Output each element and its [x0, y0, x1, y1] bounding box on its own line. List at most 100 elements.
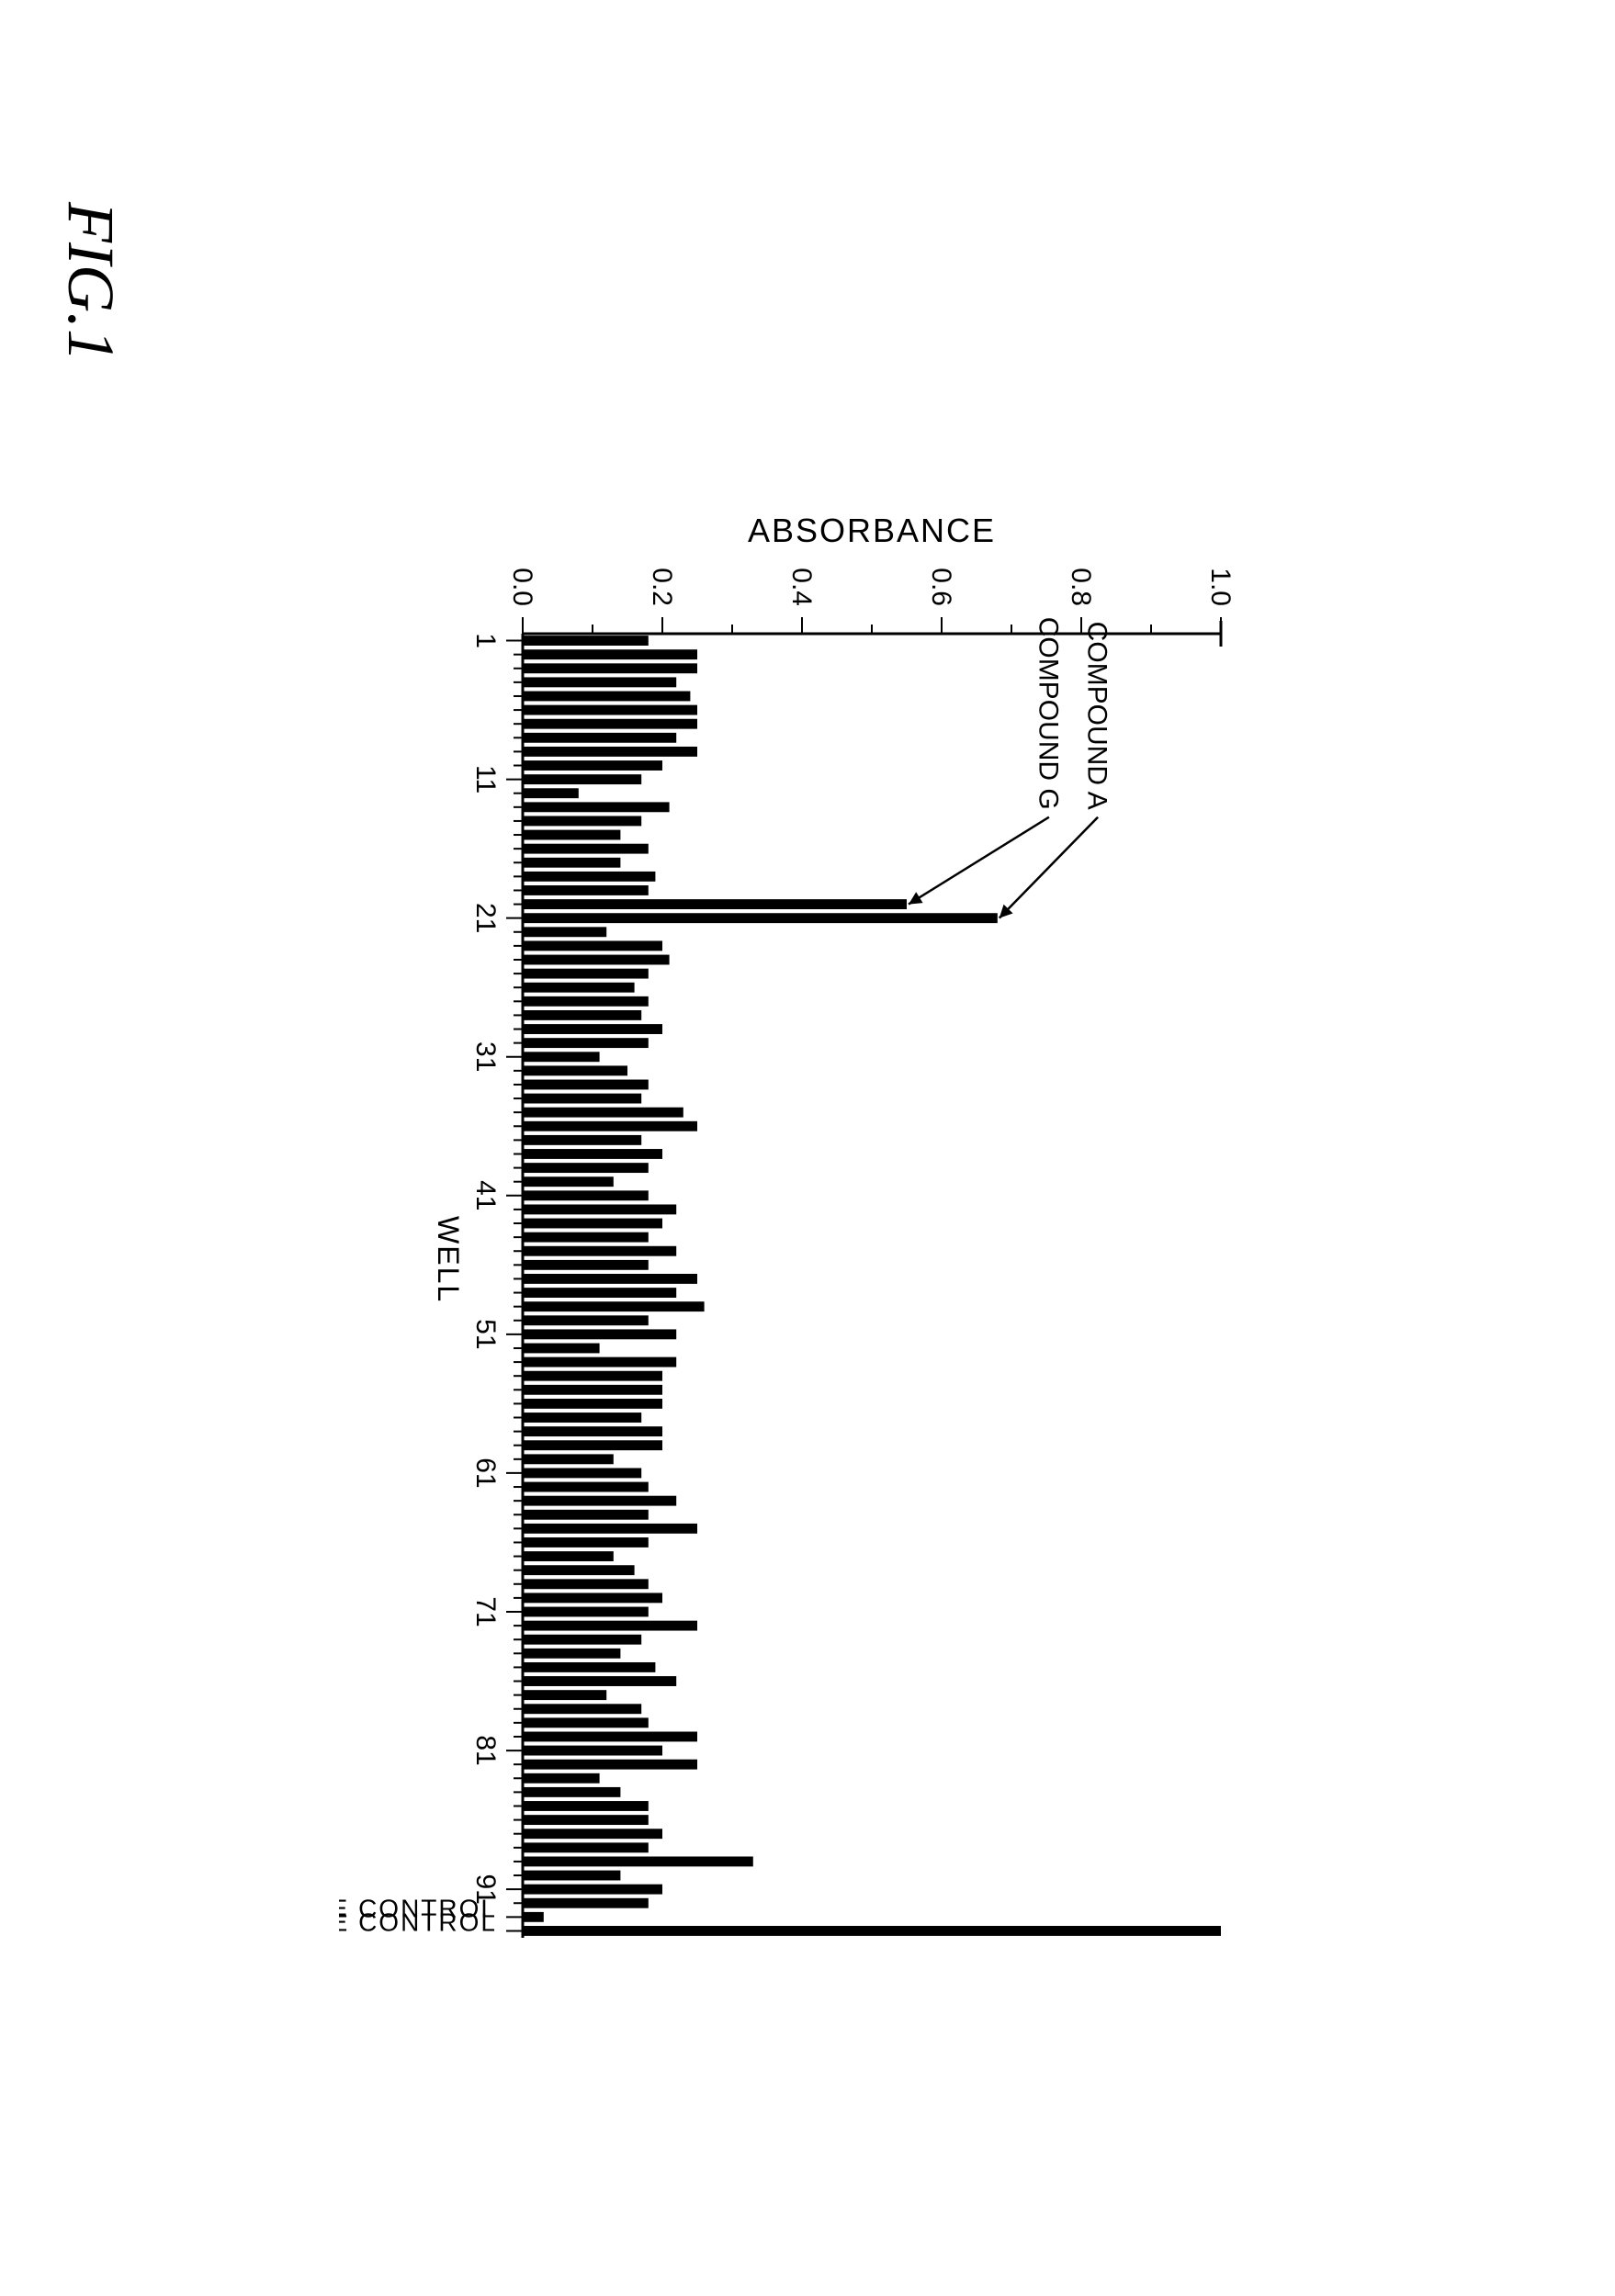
bar	[523, 1260, 649, 1270]
bar	[523, 885, 649, 895]
bar	[523, 1163, 649, 1173]
bar	[523, 1704, 641, 1714]
bar	[523, 1815, 649, 1825]
bar	[523, 1746, 662, 1756]
bar	[523, 1329, 676, 1339]
bar	[523, 1621, 697, 1631]
bar	[523, 872, 655, 882]
bar	[523, 1052, 600, 1062]
y-axis-label: ABSORBANCE	[748, 512, 996, 549]
annotation-label: COMPOUND G	[1033, 617, 1063, 810]
bar	[523, 1676, 676, 1686]
bar	[523, 1315, 649, 1325]
bar	[523, 1108, 683, 1118]
bar	[523, 1635, 641, 1645]
bar	[523, 1649, 620, 1659]
annotation-label: COMPOUND A	[1082, 622, 1112, 810]
bar	[523, 1399, 662, 1409]
bar	[523, 1565, 635, 1575]
bar	[523, 1440, 662, 1450]
bar	[523, 1065, 627, 1075]
bar	[523, 1190, 649, 1200]
bar	[523, 1801, 649, 1811]
x-tick-label: 61	[470, 1458, 501, 1488]
bar	[523, 733, 676, 743]
bar	[523, 1593, 662, 1603]
bar	[523, 1357, 676, 1367]
y-tick-label: 0.4	[786, 568, 817, 606]
bar	[523, 1288, 676, 1298]
bar	[523, 1301, 705, 1311]
y-tick-label: 0.0	[507, 568, 537, 606]
y-tick-label: 0.2	[647, 568, 677, 606]
bar	[523, 802, 670, 812]
bar	[523, 1454, 614, 1464]
bar	[523, 1412, 641, 1423]
bar	[523, 1551, 614, 1561]
bar	[523, 1482, 649, 1492]
bar	[523, 1024, 662, 1034]
bar	[523, 719, 697, 729]
bar	[523, 692, 690, 702]
bar	[523, 636, 649, 646]
x-tick-label: 71	[470, 1596, 501, 1626]
bar	[523, 1829, 662, 1839]
absorbance-bar-chart: 0.00.20.40.60.81.01112131415161718191NEG…	[0, 0, 1615, 2296]
x-tick-label: 41	[470, 1180, 501, 1210]
x-tick-label: 1	[470, 633, 501, 648]
bar	[523, 774, 641, 784]
page: { "figure_title": "FIG.1", "title_fontsi…	[0, 0, 1615, 2296]
y-tick-label: 1.0	[1205, 568, 1236, 606]
annotation-arrow	[999, 817, 1098, 918]
bar	[523, 747, 697, 757]
bar	[523, 1842, 649, 1852]
bar	[523, 983, 635, 993]
chart-svg: 0.00.20.40.60.81.01112131415161718191NEG…	[339, 432, 1276, 2011]
bar	[523, 969, 649, 979]
y-tick-label: 0.8	[1066, 568, 1096, 606]
bar	[523, 1510, 649, 1520]
x-tick-label: 51	[470, 1319, 501, 1349]
bar	[523, 1426, 662, 1436]
annotation-arrowhead	[909, 892, 923, 904]
bar	[523, 1732, 697, 1742]
bar	[523, 788, 579, 798]
bar	[523, 1662, 655, 1672]
bar	[523, 1094, 641, 1104]
bar	[523, 1717, 649, 1728]
bar	[523, 1176, 614, 1187]
bar	[523, 677, 676, 687]
bar	[523, 1690, 606, 1700]
bar	[523, 1856, 753, 1866]
x-axis-label: WELL	[432, 1216, 465, 1303]
bar	[523, 1149, 662, 1159]
bar	[523, 1038, 649, 1048]
bar	[523, 1607, 649, 1617]
bar	[523, 705, 697, 715]
bar	[523, 1579, 649, 1589]
bar	[523, 1524, 697, 1534]
bar	[523, 663, 697, 673]
bar	[523, 1926, 1221, 1936]
bar	[523, 996, 649, 1007]
bar	[523, 1385, 662, 1395]
bar	[523, 1371, 662, 1381]
x-tick-label: 31	[470, 1041, 501, 1072]
bar	[523, 1496, 676, 1506]
x-tick-label: 11	[470, 765, 501, 793]
bar	[523, 844, 649, 854]
bar	[523, 899, 907, 909]
bar	[523, 1468, 641, 1478]
bar	[523, 1219, 662, 1229]
bar	[523, 955, 670, 965]
annotation-arrow	[909, 817, 1049, 905]
bar	[523, 1787, 620, 1797]
bar	[523, 760, 662, 771]
y-tick-label: 0.6	[926, 568, 956, 606]
bar	[523, 1246, 676, 1256]
bar	[523, 1121, 697, 1131]
bar	[523, 1912, 544, 1922]
bar	[523, 1274, 697, 1284]
bar	[523, 1760, 697, 1770]
x-tick-label: 81	[470, 1735, 501, 1765]
